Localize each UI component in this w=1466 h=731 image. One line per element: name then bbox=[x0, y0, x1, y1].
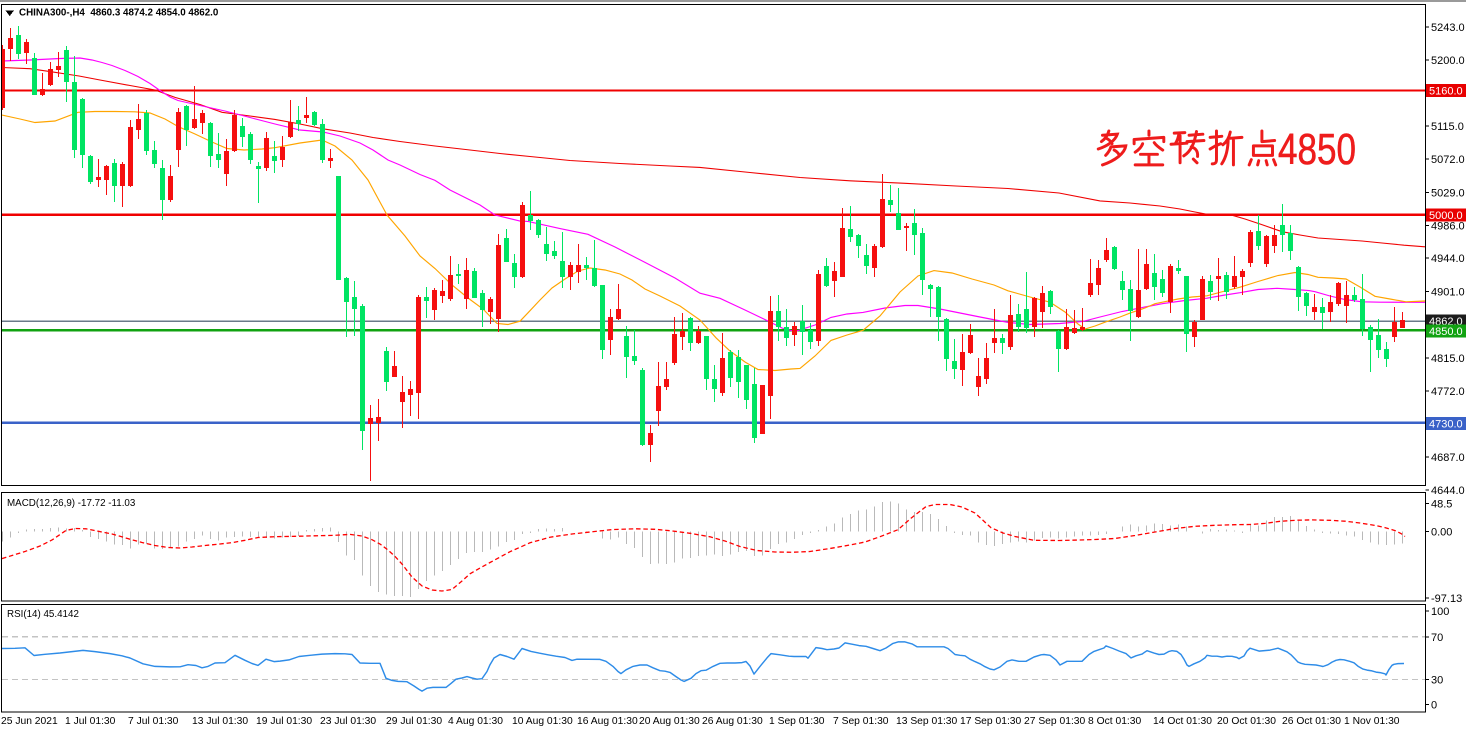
svg-text:13 Jul 01:30: 13 Jul 01:30 bbox=[192, 716, 248, 727]
svg-text:4772.0: 4772.0 bbox=[1431, 386, 1465, 398]
svg-text:7 Jul 01:30: 7 Jul 01:30 bbox=[128, 716, 179, 727]
svg-text:-97.13: -97.13 bbox=[1431, 593, 1462, 605]
svg-text:17 Sep 01:30: 17 Sep 01:30 bbox=[960, 716, 1022, 727]
svg-text:5029.0: 5029.0 bbox=[1431, 187, 1465, 199]
svg-text:5072.0: 5072.0 bbox=[1431, 154, 1465, 166]
svg-text:5115.0: 5115.0 bbox=[1431, 121, 1464, 133]
svg-text:14 Oct 01:30: 14 Oct 01:30 bbox=[1153, 716, 1212, 727]
svg-text:48.5: 48.5 bbox=[1431, 499, 1452, 511]
svg-text:4901.0: 4901.0 bbox=[1431, 286, 1465, 298]
svg-text:27 Sep 01:30: 27 Sep 01:30 bbox=[1024, 716, 1086, 727]
svg-text:5160.0: 5160.0 bbox=[1429, 86, 1463, 98]
svg-text:20 Oct 01:30: 20 Oct 01:30 bbox=[1217, 716, 1276, 727]
svg-text:4 Aug 01:30: 4 Aug 01:30 bbox=[448, 716, 503, 727]
svg-text:4986.0: 4986.0 bbox=[1431, 221, 1465, 233]
svg-text:4730.0: 4730.0 bbox=[1429, 419, 1463, 431]
svg-text:8 Oct 01:30: 8 Oct 01:30 bbox=[1088, 716, 1142, 727]
svg-text:MACD(12,26,9) -17.72 -11.03: MACD(12,26,9) -17.72 -11.03 bbox=[7, 498, 136, 509]
svg-text:0: 0 bbox=[1431, 700, 1437, 712]
svg-text:5243.0: 5243.0 bbox=[1431, 22, 1465, 34]
svg-text:26 Oct 01:30: 26 Oct 01:30 bbox=[1282, 716, 1341, 727]
svg-text:0.00: 0.00 bbox=[1431, 527, 1452, 539]
svg-text:19 Jul 01:30: 19 Jul 01:30 bbox=[256, 716, 312, 727]
svg-text:16 Aug 01:30: 16 Aug 01:30 bbox=[577, 716, 638, 727]
svg-text:1 Jul 01:30: 1 Jul 01:30 bbox=[65, 716, 116, 727]
svg-text:4850: 4850 bbox=[1278, 125, 1356, 174]
svg-text:RSI(14) 45.4142: RSI(14) 45.4142 bbox=[7, 609, 79, 620]
svg-text:30: 30 bbox=[1431, 675, 1443, 687]
svg-text:23 Jul 01:30: 23 Jul 01:30 bbox=[320, 716, 376, 727]
svg-text:CHINA300-,H4 4860.3 4874.2 48: CHINA300-,H4 4860.3 4874.2 4854.0 4862.0 bbox=[19, 8, 219, 19]
svg-text:4815.0: 4815.0 bbox=[1431, 353, 1465, 365]
svg-text:13 Sep 01:30: 13 Sep 01:30 bbox=[896, 716, 958, 727]
svg-text:5200.0: 5200.0 bbox=[1431, 55, 1465, 67]
svg-text:4850.0: 4850.0 bbox=[1429, 326, 1463, 338]
svg-text:25 Jun 2021: 25 Jun 2021 bbox=[1, 716, 58, 727]
svg-text:4944.0: 4944.0 bbox=[1431, 253, 1465, 265]
svg-text:20 Aug 01:30: 20 Aug 01:30 bbox=[639, 716, 700, 727]
svg-text:4644.0: 4644.0 bbox=[1431, 485, 1465, 497]
svg-text:100: 100 bbox=[1431, 606, 1449, 618]
svg-text:7 Sep 01:30: 7 Sep 01:30 bbox=[833, 716, 889, 727]
svg-text:4687.0: 4687.0 bbox=[1431, 452, 1465, 464]
svg-text:29 Jul 01:30: 29 Jul 01:30 bbox=[386, 716, 442, 727]
svg-text:1 Nov 01:30: 1 Nov 01:30 bbox=[1344, 716, 1400, 727]
svg-text:26 Aug 01:30: 26 Aug 01:30 bbox=[702, 716, 763, 727]
svg-text:10 Aug 01:30: 10 Aug 01:30 bbox=[512, 716, 573, 727]
svg-text:1 Sep 01:30: 1 Sep 01:30 bbox=[769, 716, 825, 727]
svg-text:70: 70 bbox=[1431, 632, 1443, 644]
svg-text:5000.0: 5000.0 bbox=[1429, 210, 1463, 222]
